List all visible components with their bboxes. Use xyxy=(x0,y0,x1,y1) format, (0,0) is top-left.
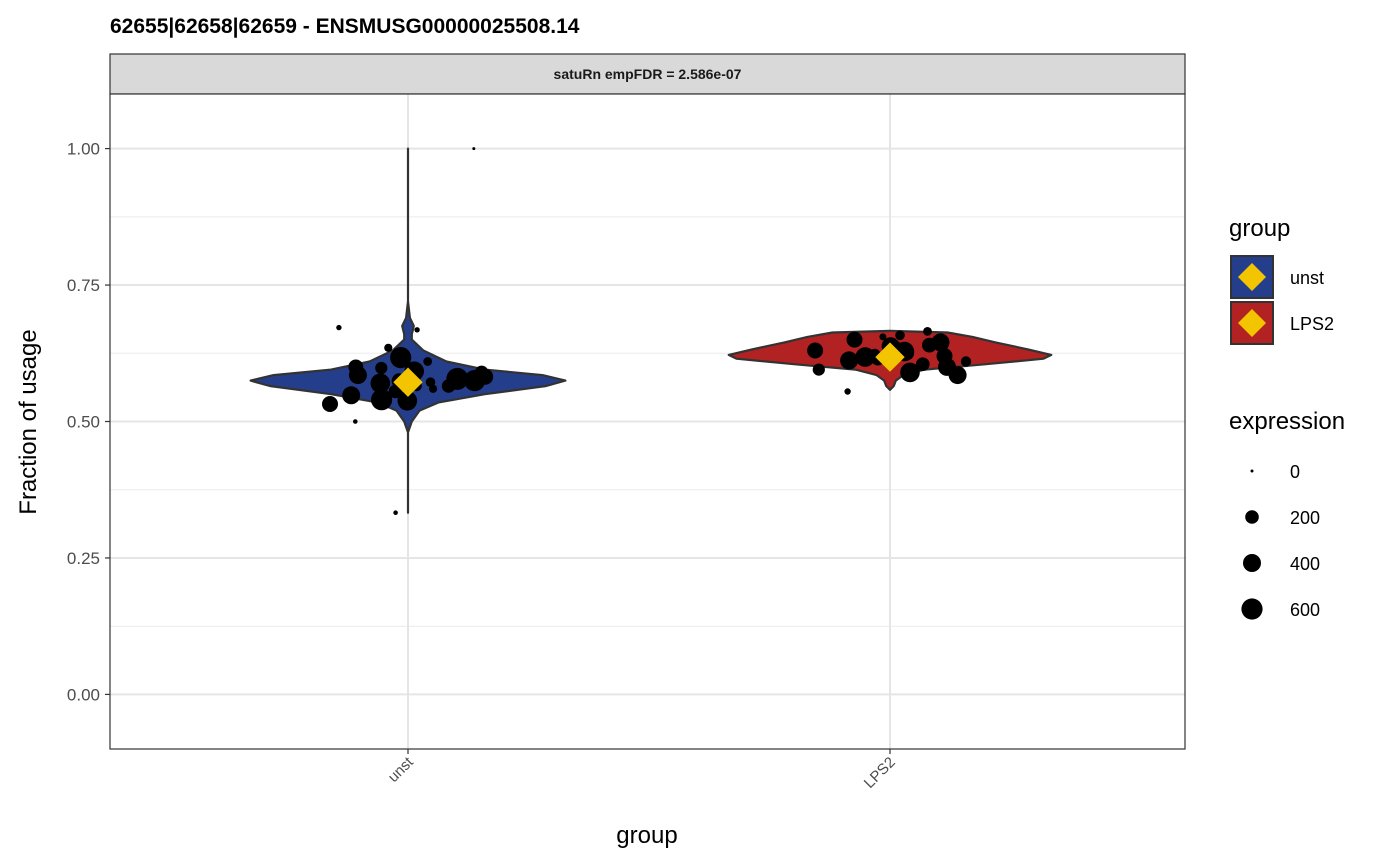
size-key-400 xyxy=(1243,554,1261,572)
point-LPS2 xyxy=(844,388,851,395)
point-unst xyxy=(464,370,486,392)
point-unst xyxy=(388,384,403,399)
x-axis: unst LPS2 xyxy=(385,749,899,792)
x-tick-label-unst: unst xyxy=(385,753,418,786)
point-unst xyxy=(472,147,476,151)
x-tick-label-LPS2: LPS2 xyxy=(861,754,899,792)
y-axis: 0.00 0.25 0.50 0.75 1.00 xyxy=(67,140,110,704)
legend-diamond-LPS2 xyxy=(1238,309,1266,337)
point-LPS2 xyxy=(940,363,950,373)
point-LPS2 xyxy=(916,357,930,372)
point-LPS2 xyxy=(895,330,905,341)
point-LPS2 xyxy=(879,333,887,341)
point-unst xyxy=(393,510,398,515)
y-tick-label: 0.00 xyxy=(67,685,100,704)
point-unst xyxy=(371,389,393,411)
point-unst xyxy=(348,366,367,385)
point-unst xyxy=(390,347,412,369)
group-legend: group unst LPS2 xyxy=(1229,215,1334,345)
point-unst xyxy=(423,357,433,366)
point-unst xyxy=(322,396,338,412)
point-LPS2 xyxy=(948,366,967,385)
y-tick-label: 1.00 xyxy=(67,140,100,159)
mean-marker-LPS2 xyxy=(875,342,905,372)
point-unst xyxy=(425,377,436,388)
point-LPS2 xyxy=(922,337,937,353)
facet-strip xyxy=(109,53,1186,95)
point-unst xyxy=(397,391,418,411)
facet-label: satuRn empFDR = 2.586e-07 xyxy=(554,66,742,82)
point-unst xyxy=(370,373,391,394)
size-label-400: 400 xyxy=(1290,554,1320,574)
point-unst xyxy=(429,384,438,393)
point-LPS2 xyxy=(840,351,859,370)
point-LPS2 xyxy=(855,347,875,367)
mean-markers xyxy=(393,342,905,397)
y-axis-title: Fraction of usage xyxy=(15,329,42,514)
point-LPS2 xyxy=(900,362,920,383)
point-LPS2 xyxy=(923,327,932,336)
legend-label-LPS2: LPS2 xyxy=(1290,314,1334,334)
size-label-0: 0 xyxy=(1290,462,1300,482)
legend-diamond-unst xyxy=(1238,263,1266,291)
y-tick-label: 0.50 xyxy=(67,413,100,432)
y-tick-label: 0.25 xyxy=(67,549,100,568)
expression-legend: expression 0 200 400 600 xyxy=(1229,408,1345,620)
size-key-200 xyxy=(1245,510,1259,524)
size-label-600: 600 xyxy=(1290,600,1320,620)
group-legend-title: group xyxy=(1229,215,1290,242)
legend-label-unst: unst xyxy=(1290,268,1324,288)
size-key-0 xyxy=(1250,469,1254,473)
point-unst xyxy=(414,327,420,333)
mean-marker-unst xyxy=(393,367,423,397)
size-key-600 xyxy=(1241,598,1263,620)
point-unst xyxy=(441,379,456,393)
point-LPS2 xyxy=(846,331,863,348)
violin-unst xyxy=(249,147,567,514)
point-unst xyxy=(384,343,393,352)
x-axis-title: group xyxy=(616,822,677,849)
point-unst xyxy=(342,386,361,405)
point-unst xyxy=(353,419,358,424)
point-LPS2 xyxy=(960,356,972,367)
point-unst xyxy=(375,361,388,375)
y-tick-label: 0.75 xyxy=(67,276,100,295)
point-LPS2 xyxy=(812,363,825,376)
expression-legend-title: expression xyxy=(1229,408,1345,435)
point-LPS2 xyxy=(807,342,824,359)
size-label-200: 200 xyxy=(1290,508,1320,528)
chart-title: 62655|62658|62659 - ENSMUSG00000025508.1… xyxy=(110,15,580,38)
point-unst xyxy=(336,324,342,331)
